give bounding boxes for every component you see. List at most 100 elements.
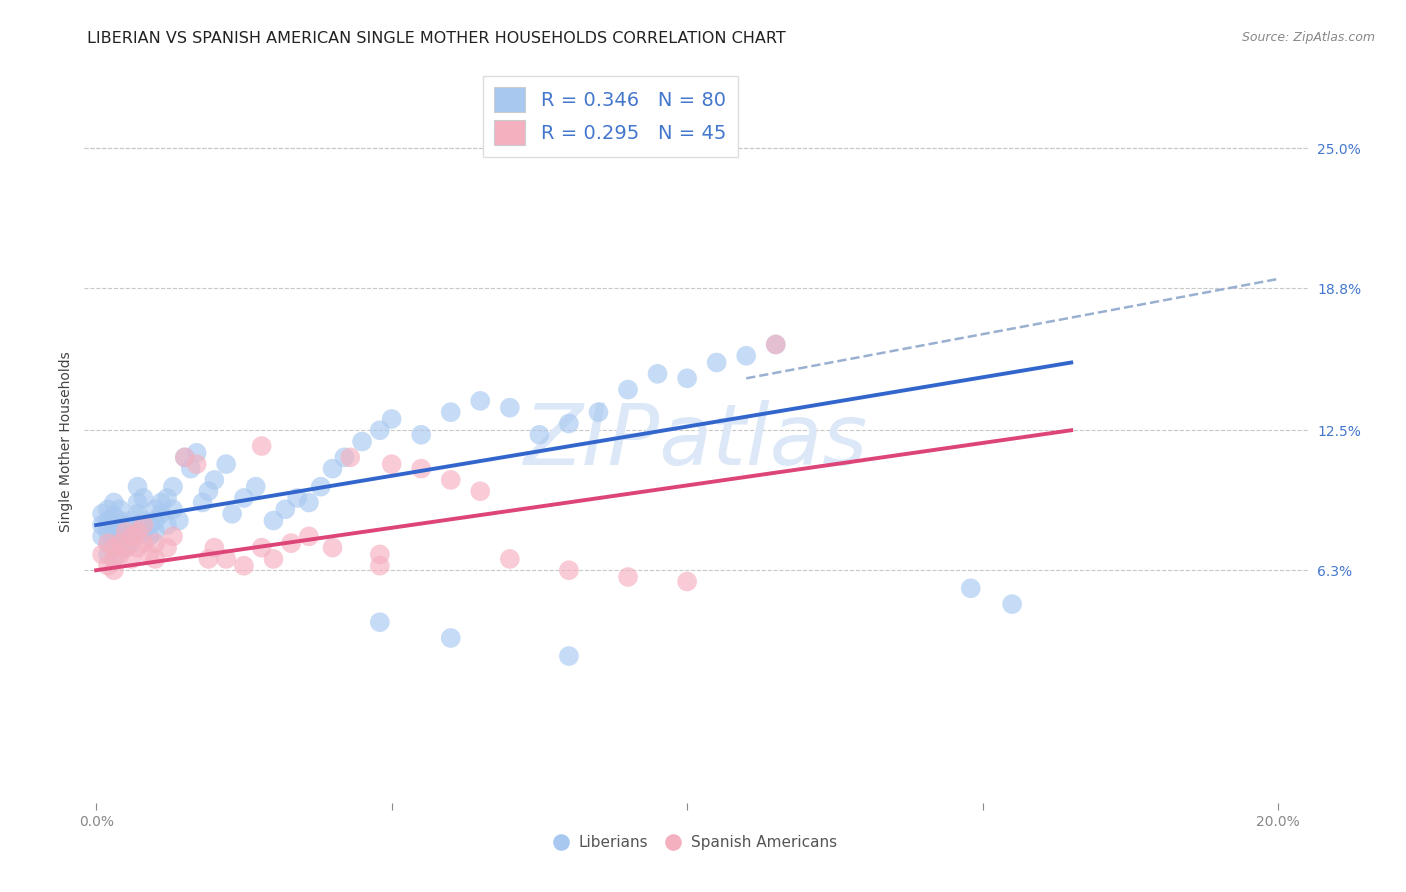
Point: [411, 427, 433, 442]
Point: [150, 495, 173, 509]
Point: [368, 558, 391, 573]
Point: [162, 502, 184, 516]
Point: [103, 552, 125, 566]
Point: [322, 461, 344, 475]
Point: [529, 427, 551, 442]
Point: [232, 558, 254, 573]
Point: [262, 552, 284, 566]
Point: [191, 495, 214, 509]
Point: [97, 514, 120, 528]
Point: [132, 524, 155, 539]
Point: [108, 524, 131, 539]
Point: [558, 417, 581, 431]
Point: [114, 529, 136, 543]
Text: ZIPatlas: ZIPatlas: [524, 400, 868, 483]
Point: [108, 536, 131, 550]
Point: [150, 507, 173, 521]
Point: [108, 536, 131, 550]
Point: [103, 563, 125, 577]
Point: [202, 473, 225, 487]
Text: LIBERIAN VS SPANISH AMERICAN SINGLE MOTHER HOUSEHOLDS CORRELATION CHART: LIBERIAN VS SPANISH AMERICAN SINGLE MOTH…: [87, 31, 786, 46]
Point: [143, 514, 166, 528]
Point: [97, 536, 120, 550]
Point: [765, 337, 787, 351]
Point: [91, 529, 114, 543]
Point: [440, 473, 463, 487]
Point: [173, 450, 195, 465]
Point: [381, 412, 404, 426]
Point: [186, 446, 208, 460]
Point: [156, 518, 179, 533]
Point: [440, 405, 463, 419]
Point: [215, 457, 238, 471]
Point: [368, 615, 391, 630]
Point: [333, 450, 356, 465]
Point: [114, 541, 136, 555]
Point: [676, 574, 699, 589]
Point: [162, 480, 184, 494]
Text: Source: ZipAtlas.com: Source: ZipAtlas.com: [1241, 31, 1375, 45]
Point: [91, 548, 114, 562]
Point: [132, 518, 155, 533]
Point: [676, 371, 699, 385]
Point: [103, 541, 125, 555]
Point: [352, 434, 374, 449]
Point: [298, 529, 321, 543]
Point: [138, 548, 160, 562]
Point: [121, 529, 143, 543]
Point: [103, 495, 125, 509]
Point: [262, 514, 284, 528]
Point: [588, 405, 610, 419]
Point: [114, 518, 136, 533]
Point: [959, 582, 981, 596]
Point: [162, 529, 184, 543]
Point: [232, 491, 254, 505]
Point: [339, 450, 361, 465]
Point: [285, 491, 308, 505]
Point: [121, 552, 143, 566]
Point: [127, 524, 149, 539]
Point: [97, 536, 120, 550]
Point: [558, 648, 581, 663]
Point: [180, 461, 202, 475]
Point: [368, 548, 391, 562]
Point: [470, 393, 492, 408]
Point: [499, 552, 522, 566]
Point: [156, 541, 179, 555]
Point: [221, 507, 243, 521]
Point: [114, 541, 136, 555]
Point: [91, 518, 114, 533]
Point: [103, 552, 125, 566]
Point: [121, 536, 143, 550]
Point: [91, 507, 114, 521]
Point: [132, 491, 155, 505]
Point: [322, 541, 344, 555]
Point: [127, 495, 149, 509]
Point: [499, 401, 522, 415]
Point: [197, 552, 219, 566]
Point: [250, 439, 273, 453]
Point: [103, 541, 125, 555]
Point: [617, 383, 640, 397]
Y-axis label: Single Mother Households: Single Mother Households: [59, 351, 73, 532]
Point: [138, 518, 160, 533]
Point: [143, 536, 166, 550]
Point: [558, 563, 581, 577]
Point: [143, 552, 166, 566]
Point: [138, 529, 160, 543]
Point: [215, 552, 238, 566]
Point: [735, 349, 758, 363]
Point: [411, 461, 433, 475]
Point: [156, 491, 179, 505]
Point: [114, 524, 136, 539]
Point: [97, 524, 120, 539]
Point: [381, 457, 404, 471]
Point: [250, 541, 273, 555]
Point: [368, 423, 391, 437]
Point: [706, 355, 728, 369]
Point: [132, 514, 155, 528]
Point: [167, 514, 190, 528]
Point: [143, 524, 166, 539]
Point: [97, 548, 120, 562]
Point: [143, 502, 166, 516]
